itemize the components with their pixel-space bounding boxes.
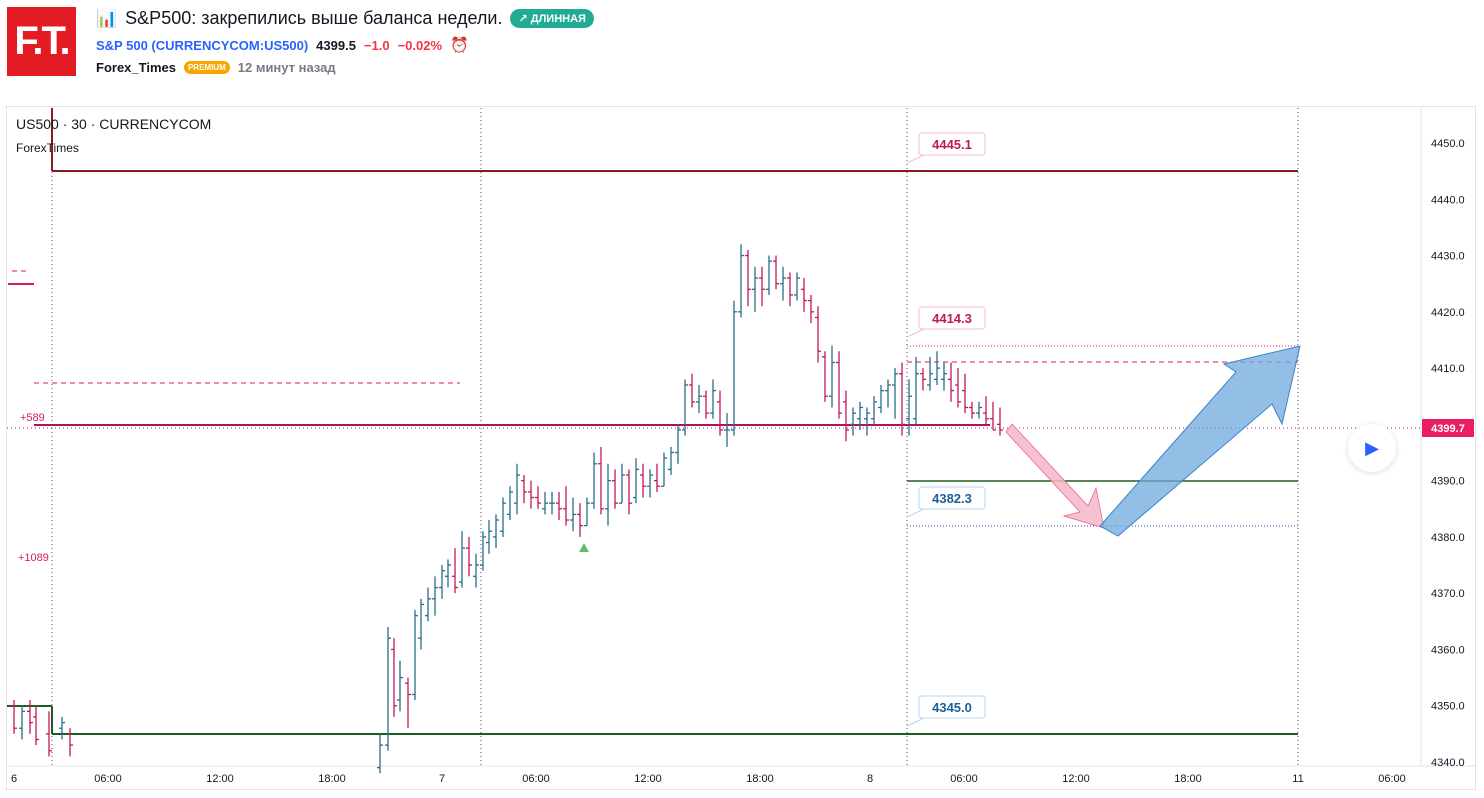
label-4382-text: 4382.3 (932, 491, 972, 506)
chart-icon: 📊 (96, 8, 118, 28)
chart-area[interactable] (6, 106, 1476, 790)
author-link[interactable]: Forex_Times (96, 60, 176, 75)
down-arrow (1005, 423, 1105, 529)
x-tick-label: 8 (867, 773, 873, 785)
long-badge: ↗ ДЛИННАЯ (510, 9, 594, 28)
price-change-pct: −0.02% (397, 37, 443, 53)
label-4414-box (918, 306, 986, 330)
label-4345-box (918, 695, 986, 719)
label-4345-pointer (906, 717, 925, 727)
play-button[interactable]: ▶ (1348, 424, 1396, 472)
idea-title: S&P500: закрепились выше баланса недели. (125, 8, 503, 28)
left-label-589: +589 (20, 412, 45, 424)
chart-legend: US500 · 30 · CURRENCYCOM (16, 116, 212, 132)
label-4445-box (918, 132, 986, 156)
idea-header: F.T. 📊 S&P500: закрепились выше баланса … (0, 0, 1484, 100)
x-tick-label: 18:00 (318, 773, 346, 785)
y-tick-label: 4380.0 (1431, 532, 1465, 544)
label-4345-text: 4345.0 (932, 700, 972, 715)
label-4414-pointer (906, 328, 925, 338)
symbol-link[interactable]: S&P 500 (CURRENCYCOM:US500) (96, 37, 309, 53)
indicator-name: ForexTimes (16, 141, 79, 155)
up-arrow (1099, 345, 1301, 537)
label-4382-pointer (906, 508, 925, 518)
x-tick-label: 12:00 (206, 773, 234, 785)
current-price-text: 4399.7 (1431, 423, 1465, 435)
y-tick-label: 4350.0 (1431, 701, 1465, 713)
x-tick-label: 6 (11, 773, 17, 785)
y-tick-label: 4420.0 (1431, 307, 1465, 319)
y-tick-label: 4440.0 (1431, 194, 1465, 206)
label-4445-pointer (906, 154, 925, 164)
left-label-1089: +1089 (18, 552, 49, 564)
label-4445-text: 4445.1 (932, 137, 972, 152)
title-row: 📊 S&P500: закрепились выше баланса недел… (96, 8, 594, 29)
symbol-row: S&P 500 (CURRENCYCOM:US500) 4399.5 −1.0 … (96, 36, 469, 54)
y-tick-label: 4370.0 (1431, 588, 1465, 600)
alarm-clock-icon[interactable]: ⏰ (450, 37, 469, 54)
label-4382-box (918, 486, 986, 510)
price-change: −1.0 (363, 37, 390, 53)
x-tick-label: 12:00 (1062, 773, 1090, 785)
x-tick-label: 18:00 (746, 773, 774, 785)
y-tick-label: 4430.0 (1431, 251, 1465, 263)
y-tick-label: 4390.0 (1431, 476, 1465, 488)
x-tick-label: 06:00 (950, 773, 978, 785)
x-tick-label: 06:00 (522, 773, 550, 785)
premium-badge: PREMIUM (183, 61, 230, 74)
x-tick-label: 06:00 (1378, 773, 1406, 785)
x-tick-label: 7 (439, 773, 445, 785)
current-price-tag (1422, 419, 1474, 437)
y-tick-label: 4340.0 (1431, 757, 1465, 769)
x-tick-label: 18:00 (1174, 773, 1202, 785)
symbol-price: 4399.5 (316, 37, 356, 53)
x-tick-label: 06:00 (94, 773, 122, 785)
y-tick-label: 4450.0 (1431, 138, 1465, 150)
publish-time: 12 минут назад (237, 60, 336, 75)
play-icon: ▶ (1365, 437, 1379, 458)
y-tick-label: 4360.0 (1431, 644, 1465, 656)
y-tick-label: 4410.0 (1431, 363, 1465, 375)
x-tick-label: 11 (1292, 773, 1303, 785)
author-row: Forex_Times PREMIUM 12 минут назад (96, 60, 336, 75)
buy-signal-marker (579, 543, 589, 552)
label-4414-text: 4414.3 (932, 311, 972, 326)
x-tick-label: 12:00 (634, 773, 662, 785)
ft-logo[interactable]: F.T. (7, 7, 76, 76)
